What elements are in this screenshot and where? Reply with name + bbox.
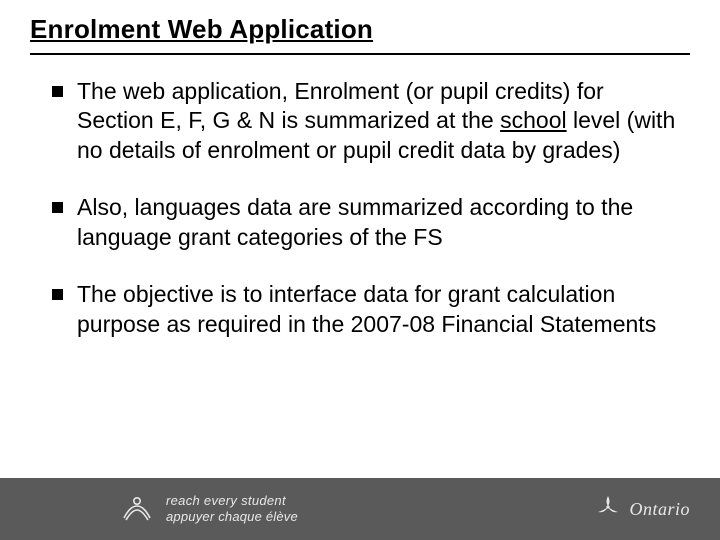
slide: Enrolment Web Application The web applic… (0, 0, 720, 540)
footer-bar: reach every student appuyer chaque élève… (0, 478, 720, 540)
bullet-item: Also, languages data are summarized acco… (52, 193, 680, 252)
title-wrap: Enrolment Web Application (0, 0, 720, 51)
bullet-text: Also, languages data are summarized acco… (77, 193, 680, 252)
bullet-item: The web application, Enrolment (or pupil… (52, 77, 680, 165)
ontario-logo: Ontario (595, 494, 690, 525)
tagline-en: reach every student (166, 493, 298, 509)
bullet-square-icon (52, 86, 63, 97)
trillium-icon (595, 494, 621, 525)
tagline-fr: appuyer chaque élève (166, 509, 298, 525)
bullet-square-icon (52, 202, 63, 213)
reach-icon (120, 492, 154, 526)
ontario-wordmark: Ontario (629, 499, 690, 520)
bullet-text: The web application, Enrolment (or pupil… (77, 77, 680, 165)
footer-left: reach every student appuyer chaque élève (120, 492, 298, 526)
footer-tagline: reach every student appuyer chaque élève (166, 493, 298, 526)
bullet-square-icon (52, 289, 63, 300)
bullet-text: The objective is to interface data for g… (77, 280, 680, 339)
bullet-list: The web application, Enrolment (or pupil… (0, 55, 720, 339)
bullet-item: The objective is to interface data for g… (52, 280, 680, 339)
page-title: Enrolment Web Application (30, 14, 720, 45)
